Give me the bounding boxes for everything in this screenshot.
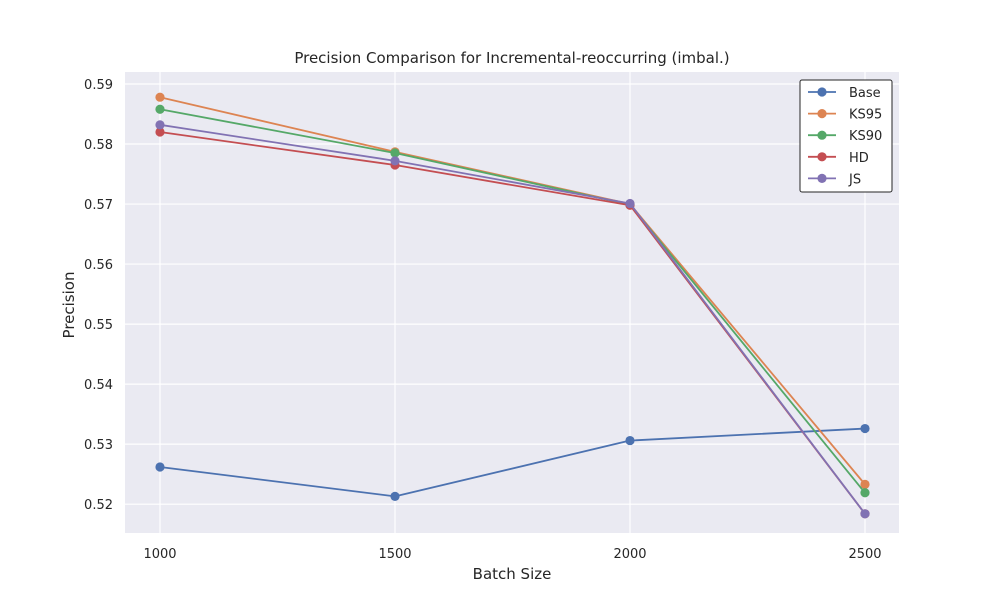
data-point [860,488,870,498]
data-point [390,148,400,158]
series-js [155,120,870,519]
series-base [155,423,870,501]
data-point [625,435,635,446]
data-point [155,462,165,472]
legend-box [799,79,893,193]
legend-marker [817,109,827,119]
data-point [155,92,165,102]
y-tick-label: 0.58 [84,138,113,153]
x-tick-label: 2000 [613,547,646,562]
legend-marker [817,173,827,183]
y-axis-label: Precision [60,272,78,339]
data-point [155,120,165,130]
series-line [159,108,866,494]
data-point [390,491,400,501]
data-point [625,198,635,209]
y-tick-label: 0.56 [84,258,113,273]
legend-entry-ks90: KS90 [808,129,882,144]
data-point [860,479,870,489]
tick-labels: 0.52 0.53 0.54 0.55 0.56 0.57 0.58 0.59 1000 1500… [84,78,882,562]
data-point [155,104,165,114]
legend-marker [817,152,827,162]
legend-label: KS95 [849,108,882,123]
y-tick-label: 0.57 [84,198,113,213]
x-tick-label: 1000 [143,547,176,562]
data-point [860,423,870,434]
series-line [159,427,866,498]
legend-marker [817,130,827,140]
legend-entry-ks95: KS95 [808,108,882,123]
legend-label: JS [848,172,861,187]
y-tick-label: 0.52 [84,498,113,513]
x-tick-label: 2500 [848,547,881,562]
legend-entry-js: JS [808,172,861,187]
y-tick-label: 0.59 [84,78,113,93]
data-point [860,509,870,519]
y-tick-label: 0.53 [84,438,113,453]
legend-label: KS90 [849,129,882,144]
series-layer [155,92,870,519]
y-tick-label: 0.54 [84,378,113,393]
legend-entry-base: Base [808,86,881,101]
legend-entry-hd: HD [808,151,869,166]
legend-label: Base [849,86,881,101]
data-point [155,127,165,137]
legend-label: HD [849,151,869,166]
legend-marker [817,87,827,97]
x-tick-label: 1500 [378,547,411,562]
x-axis-label: Batch Size [473,565,552,583]
series-line [159,123,866,515]
y-tick-label: 0.55 [84,318,113,333]
chart-title: Precision Comparison for Incremental-reo… [294,49,729,67]
legend: Base KS95 KS90 HD JS [799,79,893,193]
data-point [390,156,400,166]
plot-background [125,72,899,533]
